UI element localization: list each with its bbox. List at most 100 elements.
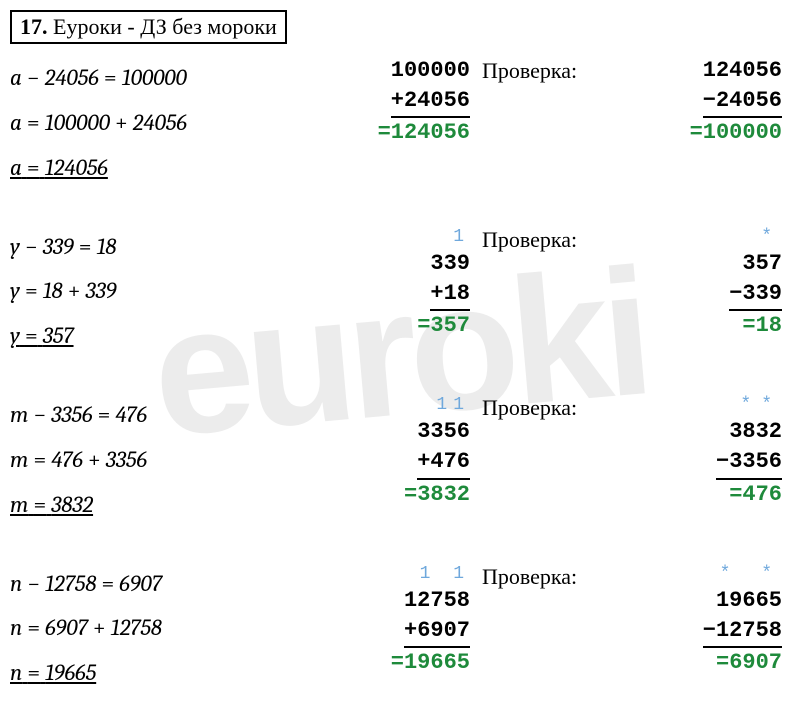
eq-sub: 12758 (45, 570, 96, 597)
eq-var: a (10, 64, 22, 91)
problem-number: 17. (20, 14, 48, 39)
header-text: Еуроки - ДЗ без мороки (48, 14, 277, 39)
minus-icon (703, 618, 716, 643)
eq-var: a (10, 109, 22, 136)
eq-var: y (10, 322, 20, 349)
eq-sub: 3356 (51, 401, 92, 428)
proverka-label: Проверка: (470, 225, 632, 253)
calc-res: 357 (430, 313, 470, 338)
check-l2: 12758 (716, 618, 782, 643)
proverka-label: Проверка: (470, 562, 632, 590)
eq-var: n (10, 570, 22, 597)
calc-carry: 1 (310, 225, 470, 249)
calc-column: 1 339 18 357 (310, 225, 470, 341)
proverka-label: Проверка: (470, 56, 632, 84)
check-l1: 357 (632, 249, 782, 279)
eq-sub: 24056 (45, 64, 99, 91)
calc-l1: 3356 (310, 417, 470, 447)
problem-row: a − 24056 = 100000 a = 100000 + 24056 a … (10, 56, 787, 191)
eq-a1: 476 (51, 446, 83, 473)
eq-rhs: 476 (115, 401, 147, 428)
eq-icon (716, 650, 729, 675)
eq-var: m (10, 491, 28, 518)
check-l2: 3356 (729, 449, 782, 474)
eq-icon (742, 313, 755, 338)
eq-sub: 339 (43, 233, 74, 260)
minus-icon (703, 88, 716, 113)
calc-l1: 12758 (310, 586, 470, 616)
problem-row: y − 339 = 18 y = 18 + 339 y = 357 1 339 … (10, 225, 787, 360)
eq-icon (391, 650, 404, 675)
plus-icon (417, 449, 430, 474)
eq-a2: 339 (86, 277, 117, 304)
eq-rhs: 100000 (122, 64, 187, 91)
equations: m − 3356 = 476 m = 476 + 3356 m = 3832 (10, 393, 310, 528)
check-res: 6907 (729, 650, 782, 675)
calc-l1: 100000 (310, 56, 470, 86)
calc-carry: 11 (310, 393, 470, 417)
calc-l2: 18 (444, 281, 470, 306)
minus-icon (716, 449, 729, 474)
check-res: 476 (742, 482, 782, 507)
eq-var: y (10, 233, 20, 260)
calc-res: 3832 (417, 482, 470, 507)
minus-icon (729, 281, 742, 306)
header-box: 17. Еуроки - ДЗ без мороки (10, 10, 287, 44)
calc-res: 19665 (404, 650, 470, 675)
eq-a1: 18 (43, 277, 63, 304)
check-column: * * 19665 12758 6907 (632, 562, 782, 678)
check-l1: 3832 (632, 417, 782, 447)
check-borrow: * * (632, 562, 782, 586)
eq-rhs: 18 (97, 233, 117, 260)
check-l1: 19665 (632, 586, 782, 616)
problem-row: m − 3356 = 476 m = 476 + 3356 m = 3832 1… (10, 393, 787, 528)
check-borrow: ** (632, 393, 782, 417)
check-borrow: * (632, 225, 782, 249)
eq-icon (417, 313, 430, 338)
eq-a2: 12758 (111, 614, 162, 641)
eq-var: n (10, 659, 22, 686)
check-res: 18 (756, 313, 782, 338)
eq-a1: 100000 (45, 109, 110, 136)
eq-a2: 3356 (106, 446, 147, 473)
problem-row: n − 12758 = 6907 n = 6907 + 12758 n = 19… (10, 562, 787, 697)
check-res: 100000 (703, 120, 782, 145)
calc-l2: 476 (430, 449, 470, 474)
calc-column: 100000 24056 124056 (310, 56, 470, 148)
plus-icon (391, 88, 404, 113)
check-column: * 357 339 18 (632, 225, 782, 341)
eq-a1: 6907 (45, 614, 88, 641)
check-column: 124056 24056 100000 (632, 56, 782, 148)
eq-var: n (10, 614, 22, 641)
eq-ans: 19665 (45, 659, 96, 686)
check-column: ** 3832 3356 476 (632, 393, 782, 509)
eq-var: m (10, 401, 28, 428)
calc-l2: 24056 (404, 88, 470, 113)
eq-var: y (10, 277, 20, 304)
eq-a2: 24056 (133, 109, 187, 136)
check-l2: 339 (742, 281, 782, 306)
eq-ans: 357 (43, 322, 74, 349)
calc-column: 1 1 12758 6907 19665 (310, 562, 470, 678)
calc-l1: 339 (310, 249, 470, 279)
calc-column: 11 3356 476 3832 (310, 393, 470, 509)
calc-l2: 6907 (417, 618, 470, 643)
plus-icon (404, 618, 417, 643)
plus-icon (430, 281, 443, 306)
proverka-label: Проверка: (470, 393, 632, 421)
equations: y − 339 = 18 y = 18 + 339 y = 357 (10, 225, 310, 360)
calc-res: 124056 (391, 120, 470, 145)
equations: a − 24056 = 100000 a = 100000 + 24056 a … (10, 56, 310, 191)
calc-carry: 1 1 (310, 562, 470, 586)
eq-var: m (10, 446, 28, 473)
eq-icon (729, 482, 742, 507)
check-l2: 24056 (716, 88, 782, 113)
equations: n − 12758 = 6907 n = 6907 + 12758 n = 19… (10, 562, 310, 697)
eq-icon (690, 120, 703, 145)
eq-ans: 124056 (45, 154, 108, 181)
eq-var: a (10, 154, 22, 181)
eq-icon (378, 120, 391, 145)
eq-icon (404, 482, 417, 507)
eq-ans: 3832 (51, 491, 93, 518)
eq-rhs: 6907 (119, 570, 162, 597)
